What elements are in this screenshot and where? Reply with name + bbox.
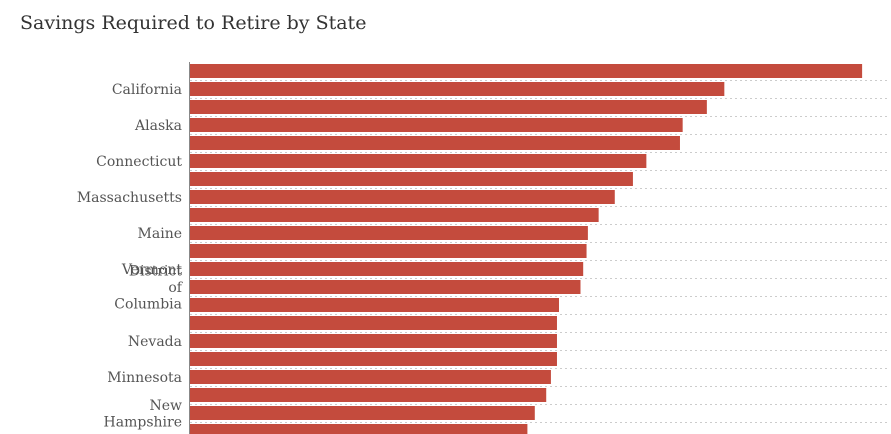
category-tick-label: California: [112, 82, 182, 98]
bar: [190, 118, 683, 132]
bar: [190, 334, 557, 348]
category-tick-label: Nevada: [128, 334, 182, 350]
bar: [190, 136, 680, 150]
bar: [190, 154, 647, 168]
category-tick-label: Massachusetts: [77, 190, 182, 206]
category-tick-label: Connecticut: [96, 154, 182, 170]
bar: [190, 226, 588, 240]
bar: [190, 244, 587, 258]
bar: [190, 262, 584, 276]
category-tick-label: District of Columbia: [114, 264, 184, 313]
bar: [190, 298, 559, 312]
chart-title: Savings Required to Retire by State: [20, 12, 367, 34]
bar: [190, 208, 599, 222]
category-tick-label: Alaska: [134, 118, 182, 134]
bar: [190, 406, 535, 420]
category-tick-label: Maine: [138, 226, 182, 242]
bar: [190, 316, 557, 330]
bar: [190, 352, 557, 366]
category-tick-label: New Hampshire: [104, 398, 182, 431]
bar: [190, 82, 725, 96]
category-tick-label: Minnesota: [107, 370, 182, 386]
bar: [190, 388, 547, 402]
category-tick-label: Vermont: [121, 262, 183, 278]
bar: [190, 100, 707, 114]
bar: [190, 424, 528, 434]
bar: [190, 280, 581, 294]
bar: [190, 370, 551, 384]
bar: [190, 172, 633, 186]
bar: [190, 64, 863, 78]
bar: [190, 190, 615, 204]
